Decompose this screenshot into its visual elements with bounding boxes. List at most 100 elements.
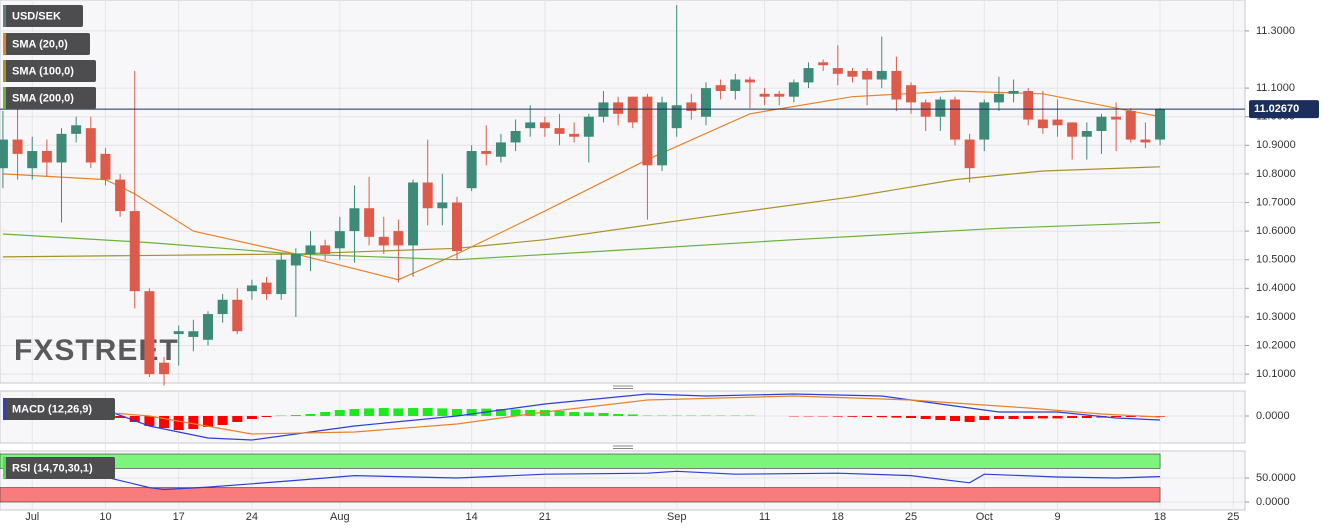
candle-body [1081, 131, 1092, 137]
last-price-label: 11.02670 [1254, 103, 1299, 115]
histogram-bar [334, 410, 345, 416]
x-tick-label: 17 [173, 511, 185, 523]
candle-body [759, 93, 770, 97]
legend-label: USD/SEK [12, 10, 61, 22]
candle-body [1052, 119, 1063, 126]
histogram-bar [305, 414, 316, 416]
candle-body [700, 88, 711, 117]
candle-body [364, 208, 375, 237]
rsi-band [0, 453, 1161, 469]
rsi-line [2, 470, 1161, 491]
histogram-bar [246, 416, 257, 419]
candle-body [964, 139, 975, 169]
candle-body [261, 282, 272, 295]
candle-body [657, 102, 668, 166]
candle-body [378, 236, 389, 246]
candle-body [832, 68, 843, 74]
candle-body [451, 202, 462, 252]
legend-box [3, 5, 83, 27]
panel-handle[interactable] [613, 445, 633, 449]
histogram-bar [613, 414, 624, 416]
candle-body [393, 231, 404, 246]
candle-body [349, 208, 360, 232]
marks [0, 5, 1245, 503]
candle-body [818, 62, 829, 66]
candle-body [56, 133, 67, 163]
histogram-bar [1052, 416, 1063, 419]
y-tick-label: 50.0000 [1256, 472, 1296, 484]
y-tick-label: 11.3000 [1256, 25, 1295, 37]
y-tick-label: 10.6000 [1256, 225, 1296, 237]
histogram-bar [202, 416, 213, 427]
candle-body [583, 116, 594, 137]
histogram-bar [510, 409, 521, 416]
candle-body [730, 79, 741, 91]
histogram-bar [173, 416, 184, 430]
candle-body [525, 122, 536, 129]
histogram-bar [1067, 416, 1078, 418]
histogram-bar [876, 416, 887, 418]
legend-box [3, 33, 90, 55]
panel-handle[interactable] [613, 385, 633, 389]
candle-body [862, 70, 873, 80]
histogram-bar [217, 416, 228, 425]
candle-body [979, 102, 990, 140]
y-tick-label: 10.3000 [1256, 311, 1296, 323]
candle-body [1037, 119, 1048, 129]
candle-body [115, 179, 126, 212]
legend-box [3, 60, 96, 82]
histogram-bar [144, 416, 155, 426]
histogram-bar [188, 416, 199, 429]
histogram-bar [906, 416, 917, 418]
candle-body [12, 139, 23, 154]
candle-body [144, 291, 155, 375]
indicator-label: MACD (12,26,9) [12, 403, 92, 415]
legend-swatch [3, 60, 6, 82]
histogram-bar [364, 408, 375, 416]
candle-body [129, 211, 140, 292]
histogram-bar [583, 412, 594, 416]
histogram-bar [598, 413, 609, 416]
legend-label: SMA (100,0) [12, 65, 74, 77]
histogram-bar [290, 415, 301, 416]
y-tick-label: 0.0000 [1256, 410, 1290, 422]
legend-swatch [3, 457, 6, 479]
y-tick-label: 0.0000 [1256, 496, 1290, 508]
candle-body [41, 151, 52, 163]
legend-label: SMA (20,0) [12, 38, 68, 50]
legend-swatch [3, 398, 6, 420]
histogram-bar [979, 416, 990, 420]
histogram-bar [832, 416, 843, 417]
histogram-bar [232, 416, 243, 422]
histogram-bar [862, 416, 873, 417]
histogram-bar [451, 409, 462, 416]
candle-body [246, 285, 257, 292]
candle-body [906, 85, 917, 103]
histogram-bar [1023, 416, 1034, 419]
candle-body [408, 182, 419, 246]
histogram-bar [495, 409, 506, 416]
histogram-bar [1081, 416, 1092, 418]
histogram-bar [891, 416, 902, 418]
candle-body [539, 122, 550, 129]
candle-body [554, 128, 565, 134]
legend-box [3, 457, 115, 479]
candle-body [437, 202, 448, 209]
macd-line [2, 395, 1161, 435]
x-tick-label: 9 [1054, 511, 1060, 523]
histogram-bar [627, 414, 638, 416]
sma-line [2, 221, 1161, 261]
histogram-bar [320, 412, 331, 416]
candle-body [774, 93, 785, 97]
legend-swatch [3, 33, 6, 55]
candle-body [788, 82, 799, 97]
candle-body [876, 70, 887, 80]
candle-body [188, 331, 199, 337]
candle-body [71, 125, 82, 134]
candle-body [173, 331, 184, 335]
legend: USD/SEK SMA (20,0) SMA (100,0) SMA (200,… [3, 5, 115, 479]
x-tick-label: Aug [330, 511, 350, 523]
candle-body [569, 133, 580, 137]
candle-body [993, 93, 1004, 103]
